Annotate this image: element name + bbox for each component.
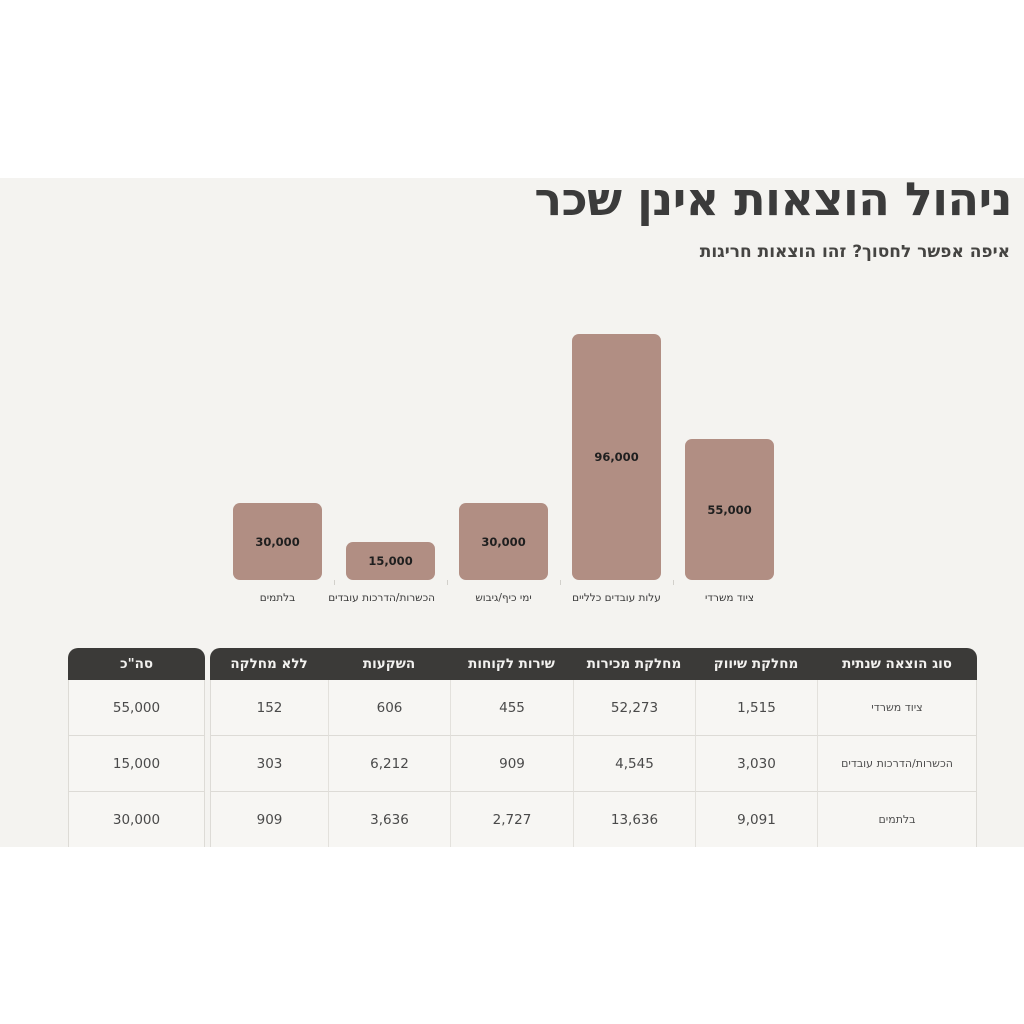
- cell: 1,515: [695, 680, 817, 736]
- axis-tick: [673, 580, 674, 585]
- cell: 455: [450, 680, 573, 736]
- header-investments: השקעות: [362, 656, 416, 672]
- bar-employee-training: 15,000: [346, 542, 435, 580]
- axis-tick: [560, 580, 561, 585]
- bar-series: 55,000 96,000 30,000 15,000 30,000: [233, 330, 774, 580]
- category-label: ימי כיף/גיבוש: [475, 592, 532, 604]
- table-row: בלתמים 9,091 13,636 2,727 3,636 909: [211, 792, 976, 847]
- table-header-row: סוג הוצאה שנתית מחלקת שיווק מחלקת מכירות…: [210, 648, 977, 680]
- cell: 4,545: [573, 736, 695, 792]
- page-title: ניהול הוצאות אינן שכר: [534, 178, 1012, 226]
- category-axis: ציוד משרדי עלות עובדים כלליים ימי כיף/גי…: [233, 592, 774, 604]
- category-label: עלות עובדים כלליים: [572, 592, 661, 604]
- header-sales-dept: מחלקת מכירות: [586, 656, 682, 672]
- cell: 13,636: [573, 792, 695, 847]
- expenses-table-main: סוג הוצאה שנתית מחלקת שיווק מחלקת מכירות…: [210, 648, 977, 847]
- header-customer-service: שירות לקוחות: [468, 656, 555, 672]
- cell: 2,727: [450, 792, 573, 847]
- total-cell: 15,000: [69, 736, 204, 792]
- table-row: ציוד משרדי 1,515 52,273 455 606 152: [211, 680, 976, 736]
- total-cell: 30,000: [69, 792, 204, 847]
- header-no-department: ללא מחלקה: [230, 656, 308, 672]
- category-label: ציוד משרדי: [704, 592, 755, 604]
- cell: 909: [450, 736, 573, 792]
- table-row: הכשרות/הדרכות עובדים 3,030 4,545 909 6,2…: [211, 736, 976, 792]
- bar-unexpected-costs: 30,000: [233, 503, 322, 580]
- bar-value-label: 30,000: [481, 534, 526, 549]
- total-column: סה"כ 55,000 15,000 30,000: [68, 648, 205, 847]
- cell: 3,636: [328, 792, 450, 847]
- cell: 606: [328, 680, 450, 736]
- bar-office-equipment: 55,000: [685, 439, 774, 580]
- row-label: ציוד משרדי: [817, 680, 976, 736]
- cell: 6,212: [328, 736, 450, 792]
- header-marketing-dept: מחלקת שיווק: [713, 656, 799, 672]
- cell: 52,273: [573, 680, 695, 736]
- total-column-body: 55,000 15,000 30,000: [68, 680, 205, 847]
- bar-value-label: 15,000: [368, 554, 413, 568]
- header-total: סה"כ: [119, 656, 154, 672]
- category-label: הכשרות/הדרכות עובדים: [328, 592, 435, 604]
- bar-general-employee-costs: 96,000: [572, 334, 661, 580]
- bar-value-label: 55,000: [707, 502, 752, 517]
- category-label: בלתמים: [259, 592, 296, 604]
- bar-value-label: 96,000: [594, 450, 639, 464]
- row-label: הכשרות/הדרכות עובדים: [817, 736, 976, 792]
- table-row: 15,000: [69, 736, 204, 792]
- page-subtitle: איפה אפשר לחסוך? זהו הוצאות חריגות: [699, 242, 1010, 262]
- content-panel: ניהול הוצאות אינן שכר איפה אפשר לחסוך? ז…: [0, 178, 1024, 847]
- cell: 303: [211, 736, 328, 792]
- cell: 909: [211, 792, 328, 847]
- axis-tick: [447, 580, 448, 585]
- cell: 3,030: [695, 736, 817, 792]
- table-body: ציוד משרדי 1,515 52,273 455 606 152 הכשר…: [210, 680, 977, 847]
- cell: 9,091: [695, 792, 817, 847]
- bar-fun-team-days: 30,000: [459, 503, 548, 580]
- axis-tick: [334, 580, 335, 585]
- table-row: 55,000: [69, 680, 204, 736]
- bar-chart: 55,000 96,000 30,000 15,000 30,000: [233, 330, 774, 604]
- header-expense-type: סוג הוצאה שנתית: [842, 656, 952, 672]
- cell: 152: [211, 680, 328, 736]
- total-cell: 55,000: [69, 680, 204, 736]
- table-header-total: סה"כ: [68, 648, 205, 680]
- row-label: בלתמים: [817, 792, 976, 847]
- table-row: 30,000: [69, 792, 204, 847]
- bar-value-label: 30,000: [255, 534, 300, 549]
- expenses-table: סוג הוצאה שנתית מחלקת שיווק מחלקת מכירות…: [68, 648, 977, 847]
